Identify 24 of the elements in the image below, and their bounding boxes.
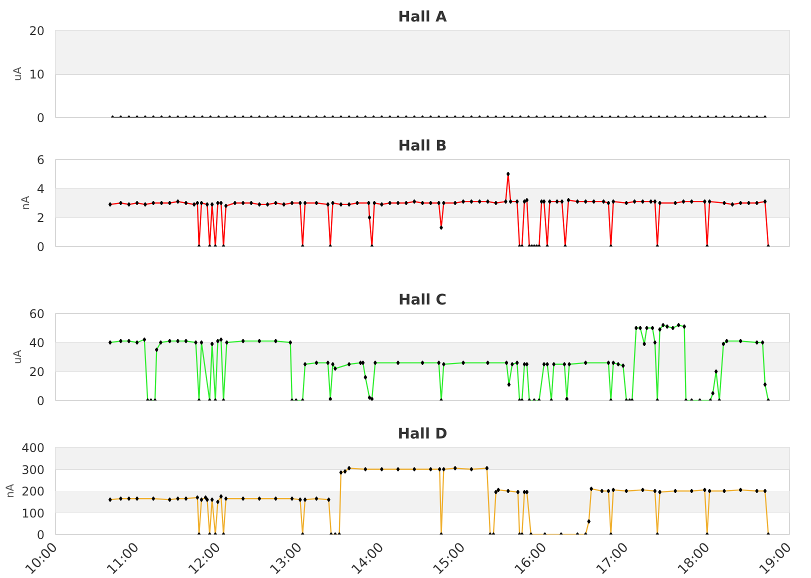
chart-title: Hall A (398, 8, 448, 26)
y-tick-label: 400 (22, 441, 44, 455)
y-tick-label: 20 (29, 24, 45, 38)
y-axis-title: uA (11, 349, 24, 364)
chart-title: Hall C (398, 292, 447, 308)
y-tick-label: 10 (29, 68, 45, 82)
y-tick-label: 200 (22, 484, 44, 498)
y-axis-title: nA (18, 195, 32, 210)
y-tick-label: 300 (22, 462, 44, 477)
y-tick-label: 100 (22, 506, 44, 520)
y-tick-label: 40 (29, 336, 45, 350)
y-tick-label: 6 (36, 153, 45, 167)
y-tick-label: 60 (29, 307, 45, 321)
y-tick-label: 0 (36, 240, 45, 254)
y-tick-label: 0 (36, 111, 45, 125)
y-tick-label: 20 (29, 365, 45, 379)
chart-title: Hall B (398, 138, 447, 154)
y-tick-label: 2 (36, 211, 45, 225)
y-axis-title: nA (4, 483, 17, 498)
y-tick-label: 0 (36, 394, 45, 408)
chart-title: Hall D (398, 426, 448, 442)
y-tick-label: 4 (36, 182, 45, 196)
y-tick-label: 0 (36, 528, 45, 542)
y-axis-title: uA (11, 66, 24, 82)
